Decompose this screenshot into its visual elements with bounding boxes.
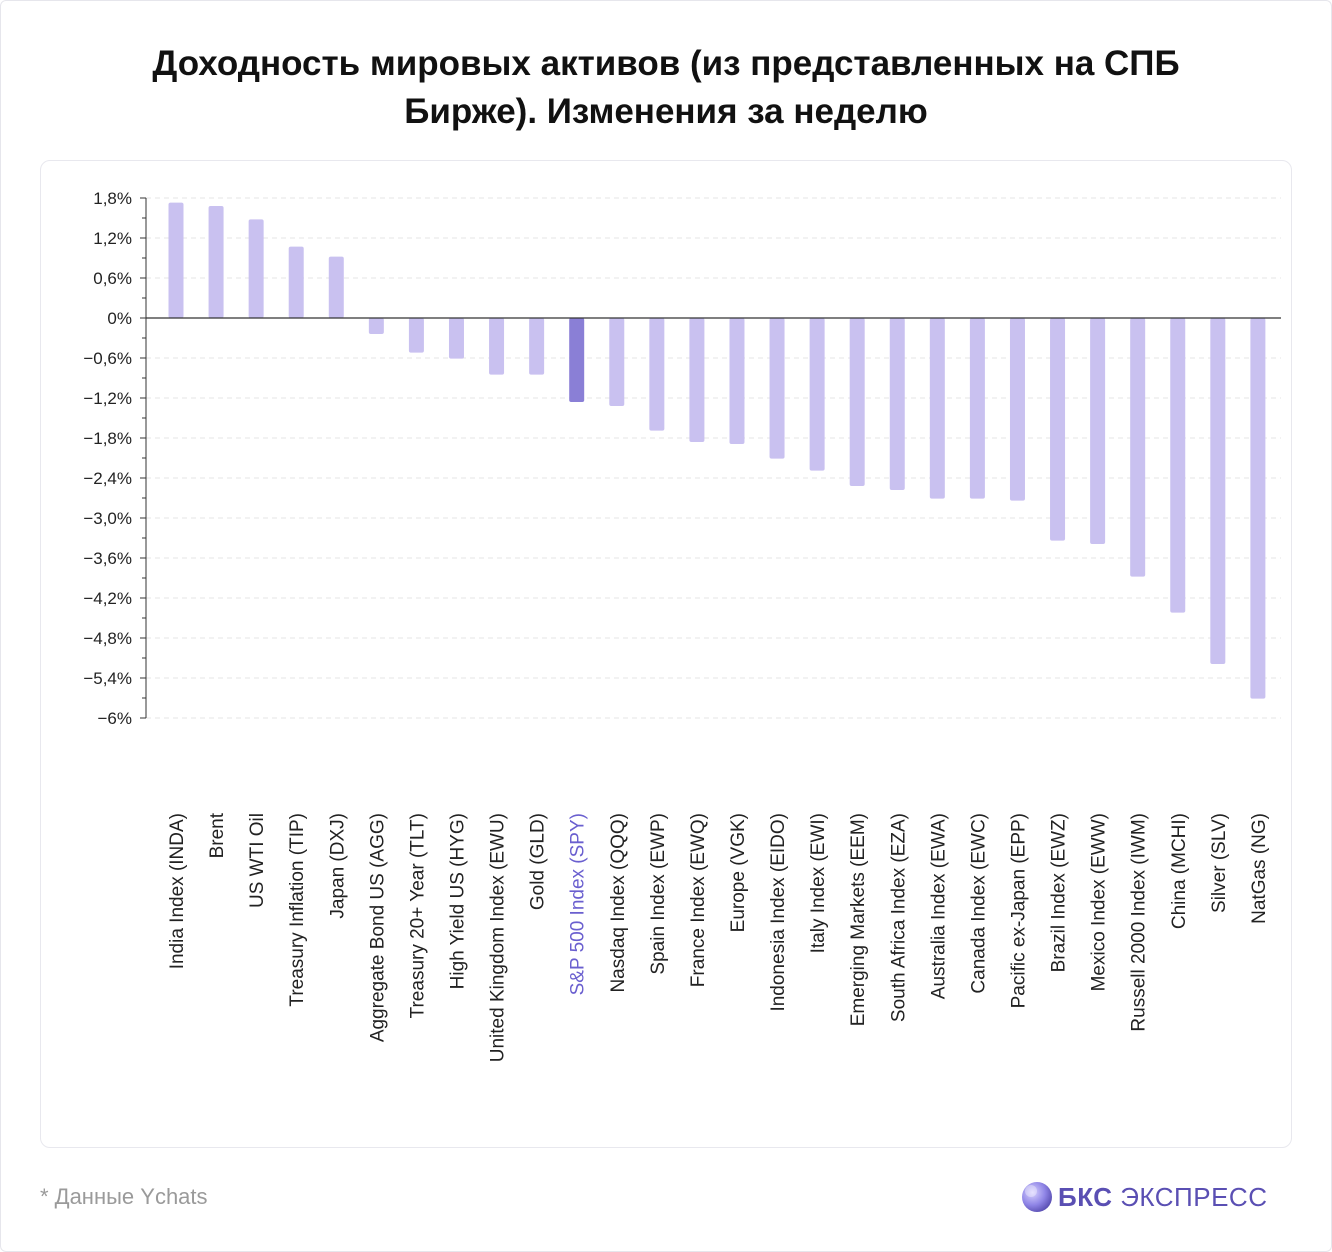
x-tick-label: High Yield US (HYG) — [447, 813, 468, 989]
bar — [328, 256, 344, 318]
x-tick-label: Canada Index (EWC) — [968, 813, 989, 994]
logo-mark-icon — [1022, 1182, 1052, 1212]
bar — [208, 206, 224, 318]
bar — [1130, 318, 1146, 577]
y-tick-label: 0,6% — [93, 269, 132, 288]
bar — [649, 318, 665, 431]
x-tick-label: Gold (GLD) — [528, 813, 549, 910]
x-tick-label: Italy Index (EWI) — [808, 813, 829, 953]
bar — [849, 318, 865, 486]
bar — [609, 318, 625, 406]
x-tick-label: South Africa Index (EZA) — [888, 813, 909, 1022]
bks-express-logo: БКС ЭКСПРЕСС — [1018, 1178, 1298, 1218]
x-tick-label: Nasdaq Index (QQQ) — [608, 813, 629, 993]
y-tick-label: 1,2% — [93, 229, 132, 248]
x-tick-label: Emerging Markets (EEM) — [848, 813, 869, 1026]
bar — [1050, 318, 1066, 541]
bar — [929, 318, 945, 499]
y-tick-label: −5,4% — [83, 669, 132, 688]
y-tick-label: −6% — [98, 709, 133, 728]
x-tick-label: Japan (DXJ) — [327, 813, 348, 919]
bar — [889, 318, 905, 490]
bar — [448, 318, 464, 359]
y-tick-label: −3,0% — [83, 509, 132, 528]
y-tick-label: 1,8% — [93, 189, 132, 208]
bar — [1250, 318, 1266, 699]
x-tick-label: Pacific ex-Japan (EPP) — [1008, 813, 1029, 1008]
x-tick-label: Indonesia Index (EIDO) — [768, 813, 789, 1012]
x-tick-label: US WTI Oil — [247, 813, 268, 908]
y-tick-label: −0,6% — [83, 349, 132, 368]
bar — [809, 318, 825, 471]
chart-title-line-2: Бирже). Изменения за неделю — [404, 92, 928, 131]
x-tick-label: India Index (INDA) — [167, 813, 188, 969]
x-tick-label: Europe (VGK) — [728, 813, 749, 932]
x-tick-label: China (MCHI) — [1169, 813, 1190, 929]
x-tick-label: S&P 500 Index (SPY) — [568, 813, 589, 995]
bar — [248, 219, 264, 318]
x-tick-label: Silver (SLV) — [1209, 813, 1230, 913]
chart-title-line-1: Доходность мировых активов (из представл… — [152, 44, 1180, 83]
bar-chart: 1,8% 1,2% 0,6% 0% −0,6% −1,2% −1,8% −2,4% −3,0% −… — [83, 189, 1281, 1062]
bar — [168, 202, 184, 318]
bar — [489, 318, 505, 375]
x-tick-label: Brazil Index (EWZ) — [1049, 813, 1070, 972]
logo-text: БКС ЭКСПРЕСС — [1058, 1182, 1267, 1213]
logo-text-rest: ЭКСПРЕСС — [1120, 1182, 1268, 1212]
logo-text-bold: БКС — [1058, 1182, 1113, 1212]
bar — [408, 318, 424, 353]
x-tick-label: Treasury 20+ Year (TLT) — [407, 813, 428, 1018]
bar — [1210, 318, 1226, 664]
x-tick-label: Australia Index (EWA) — [928, 813, 949, 999]
bar — [368, 318, 384, 334]
bar — [529, 318, 545, 375]
y-tick-label: −3,6% — [83, 549, 132, 568]
y-tick-label: −4,8% — [83, 629, 132, 648]
bar — [288, 246, 304, 318]
x-tick-label: Brent — [207, 812, 228, 858]
y-tick-label: −2,4% — [83, 469, 132, 488]
source-footnote: * Данные Ychats — [40, 1184, 208, 1209]
bar — [1009, 318, 1025, 501]
bar — [1170, 318, 1186, 613]
y-tick-label: −1,8% — [83, 429, 132, 448]
chart-title: Доходность мировых активов (из представл… — [0, 40, 1332, 136]
y-tick-label: −1,2% — [83, 389, 132, 408]
bar — [689, 318, 705, 442]
x-tick-label: Mexico Index (EWW) — [1089, 813, 1110, 991]
x-tick-label: Spain Index (EWP) — [648, 813, 669, 975]
x-tick-label: France Index (EWQ) — [688, 813, 709, 987]
bar — [569, 318, 585, 402]
y-tick-label: 0% — [107, 309, 132, 328]
x-tick-label: Aggregate Bond US (AGG) — [367, 813, 388, 1042]
chart-card: 1,8% 1,2% 0,6% 0% −0,6% −1,2% −1,8% −2,4% −3,0% −… — [40, 160, 1292, 1148]
bar — [1090, 318, 1106, 544]
bar — [729, 318, 745, 444]
bar — [969, 318, 985, 499]
x-tick-label: Russell 2000 Index (IWM) — [1129, 813, 1150, 1032]
x-tick-label: NatGas (NG) — [1249, 813, 1270, 924]
x-tick-label: United Kingdom Index (EWU) — [488, 813, 509, 1062]
bar — [769, 318, 785, 459]
y-tick-label: −4,2% — [83, 589, 132, 608]
x-tick-label: Treasury Inflation (TIP) — [287, 813, 308, 1007]
